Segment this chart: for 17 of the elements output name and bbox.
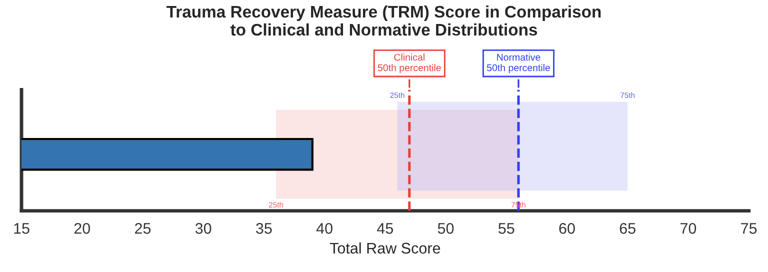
ref-line-label: Normative 50th percentile (486, 54, 550, 74)
x-tick-label: 15 (14, 223, 30, 234)
x-tick-label: 40 (316, 223, 332, 234)
x-tick-label: 50 (438, 223, 454, 234)
x-tick-label: 70 (680, 223, 696, 234)
x-tick-label: 35 (256, 223, 272, 234)
x-tick-label: 75 (741, 223, 757, 234)
chart-title: Trauma Recovery Measure (TRM) Score in Comparison to Clinical and Normative Distributions (166, 5, 601, 36)
x-tick-label: 45 (377, 223, 394, 234)
ref-line-label: Clinical 50th percentile (378, 54, 441, 74)
x-tick-label: 20 (74, 223, 90, 234)
x-tick-label: 30 (195, 223, 212, 234)
x-tick-label: 65 (620, 223, 636, 234)
x-tick-label: 55 (498, 223, 514, 234)
x-tick-label: 60 (559, 223, 575, 234)
x-axis-title: Total Raw Score (330, 242, 440, 254)
x-tick-label: 25 (134, 223, 151, 234)
